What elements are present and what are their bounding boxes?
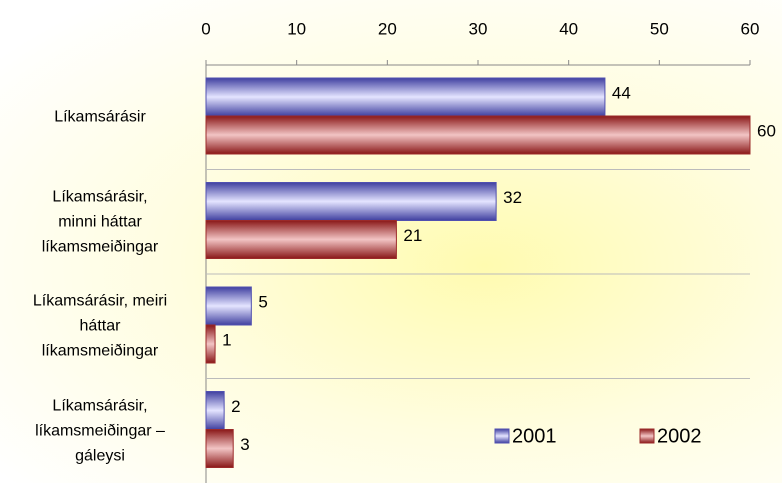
data-label: 3 — [240, 435, 249, 454]
category-label: Líkamsárásir, líkamsmeiðingar – gáleysi — [35, 397, 165, 465]
bar — [205, 182, 497, 221]
bar — [205, 324, 216, 364]
x-tick-label: 50 — [650, 19, 669, 38]
category-label: Líkamsárásir — [54, 108, 146, 126]
bar — [205, 429, 234, 468]
data-label: 5 — [258, 292, 267, 311]
data-label: 44 — [612, 83, 631, 102]
x-tick-label: 40 — [559, 19, 578, 38]
legend-label: 2002 — [657, 425, 702, 447]
x-tick-label: 0 — [201, 19, 210, 38]
bar — [205, 391, 225, 430]
bar — [205, 286, 252, 326]
data-label: 1 — [222, 330, 231, 349]
data-label: 32 — [503, 188, 522, 207]
bar — [205, 220, 397, 259]
legend-swatch — [639, 428, 655, 444]
category-label: Líkamsárásir, minni háttar líkamsmeiðing… — [41, 188, 159, 256]
data-label: 21 — [403, 226, 422, 245]
x-tick-label: 60 — [741, 19, 760, 38]
bar — [205, 77, 606, 117]
data-label: 2 — [231, 397, 240, 416]
x-tick-label: 10 — [287, 19, 306, 38]
legend-swatch — [494, 428, 510, 444]
bar — [205, 115, 751, 155]
data-label: 60 — [757, 121, 776, 140]
x-tick-label: 20 — [378, 19, 397, 38]
x-tick-label: 30 — [469, 19, 488, 38]
legend-label: 2001 — [512, 425, 557, 447]
category-label: Líkamsárásir, meiri háttar líkamsmeiðing… — [32, 292, 168, 360]
